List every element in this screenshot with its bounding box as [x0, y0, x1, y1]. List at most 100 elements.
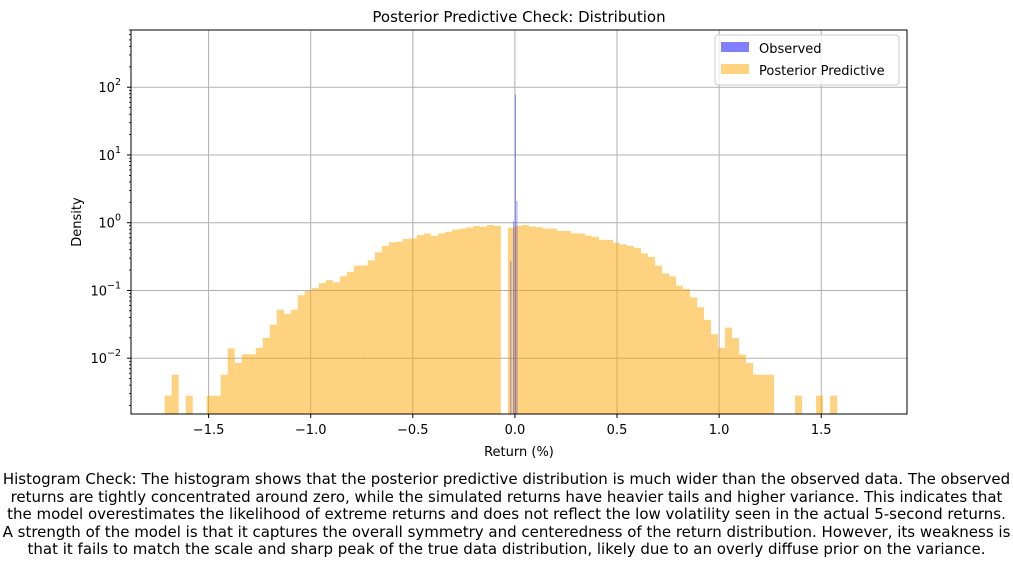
posterior-predictive-bar [556, 230, 564, 414]
posterior-predictive-bar [360, 265, 368, 414]
y-tick-label: 102 [98, 77, 121, 96]
posterior-predictive-bar [381, 245, 389, 414]
caption-text: Histogram Check: The histogram shows tha… [2, 470, 1011, 559]
x-axis: −1.5 −1.0 −0.5 0.0 0.5 1.0 1.5 [193, 414, 832, 438]
posterior-predictive-bar [704, 319, 712, 414]
posterior-predictive-bar [535, 227, 543, 414]
legend-box [714, 34, 900, 86]
posterior-predictive-bar [577, 233, 585, 414]
posterior-predictive-bar [290, 309, 298, 414]
posterior-predictive-bar [711, 334, 719, 414]
posterior-predictive-bar [395, 241, 403, 414]
posterior-predictive-bar [437, 233, 445, 414]
observed-bars [510, 94, 518, 414]
posterior-predictive-bar [676, 285, 684, 414]
posterior-predictive-bar [472, 225, 480, 414]
posterior-predictive-bar [332, 282, 340, 414]
y-tick-label: 10−1 [90, 280, 121, 299]
y-tick-label: 101 [98, 145, 121, 164]
legend: Observed Posterior Predictive [714, 34, 900, 86]
legend-label-observed: Observed [759, 42, 822, 57]
legend-swatch-observed [721, 42, 749, 52]
posterior-predictive-bar [297, 295, 305, 414]
posterior-predictive-bar [171, 374, 179, 414]
x-tick-label: −1.0 [295, 423, 327, 438]
posterior-predictive-bar [767, 374, 775, 414]
posterior-predictive-bar [164, 395, 172, 414]
histogram-figure: Posterior Predictive Check: Distribution… [70, 8, 908, 460]
posterior-predictive-bar [570, 233, 578, 414]
posterior-predictive-bar [563, 230, 571, 414]
posterior-predictive-bar [430, 235, 438, 414]
posterior-predictive-bar [697, 307, 705, 414]
posterior-predictive-bar [640, 253, 648, 414]
posterior-predictive-bar [746, 362, 754, 414]
y-tick-label: 10−2 [90, 348, 121, 367]
posterior-predictive-bar [444, 231, 452, 414]
x-tick-label: −0.5 [397, 423, 429, 438]
posterior-predictive-bar [374, 252, 382, 414]
posterior-predictive-bar [521, 225, 529, 414]
posterior-predictive-bar [626, 245, 634, 414]
posterior-predictive-bar [619, 244, 627, 414]
plot-frame [130, 29, 908, 415]
legend-swatch-posterior-predictive [721, 64, 749, 74]
x-axis-label: Return (%) [484, 445, 554, 460]
posterior-predictive-bar [458, 228, 466, 414]
x-tick-label: 0.5 [607, 423, 628, 438]
observed-bar [516, 200, 518, 414]
posterior-predictive-bar [655, 265, 663, 414]
posterior-predictive-bar [325, 280, 333, 414]
posterior-predictive-bar [795, 395, 803, 414]
posterior-predictive-bar [304, 291, 312, 414]
posterior-predictive-bar [234, 362, 242, 414]
posterior-predictive-bar [262, 337, 270, 414]
posterior-predictive-bar [549, 228, 557, 414]
posterior-predictive-bar [647, 256, 656, 414]
x-tick-label: 0.0 [505, 423, 526, 438]
posterior-predictive-bar [479, 226, 487, 414]
posterior-predictive-bar [669, 276, 677, 414]
x-tick-label: 1.5 [811, 423, 832, 438]
posterior-predictive-bars [164, 225, 838, 414]
posterior-predictive-bar [227, 348, 235, 414]
posterior-predictive-bar [206, 395, 214, 414]
posterior-predictive-bar [633, 247, 641, 414]
posterior-predictive-bar [311, 288, 319, 414]
posterior-predictive-bar [241, 354, 249, 414]
posterior-predictive-bar [493, 225, 501, 414]
posterior-predictive-bar [367, 260, 375, 414]
posterior-predictive-bar [451, 229, 459, 414]
posterior-predictive-bar [423, 233, 431, 414]
posterior-predictive-bar [528, 226, 536, 414]
posterior-predictive-bar [542, 228, 550, 414]
posterior-predictive-bar [591, 236, 599, 414]
legend-label-posterior-predictive: Posterior Predictive [759, 64, 885, 79]
posterior-predictive-bar [269, 324, 277, 414]
posterior-predictive-bar [353, 265, 361, 414]
observed-bar [513, 221, 515, 414]
posterior-predictive-bar [753, 374, 761, 414]
posterior-predictive-bar [584, 235, 592, 414]
posterior-predictive-bar [725, 327, 733, 414]
posterior-predictive-bar [283, 313, 291, 414]
posterior-predictive-bar [486, 225, 494, 414]
posterior-predictive-bar [465, 227, 473, 414]
posterior-predictive-bar [662, 273, 670, 414]
posterior-predictive-bar [185, 395, 193, 414]
posterior-predictive-bar [605, 239, 613, 414]
posterior-predictive-bar [220, 374, 228, 414]
posterior-predictive-bar [739, 354, 747, 414]
y-tick-label: 100 [98, 213, 121, 232]
posterior-predictive-bar [683, 289, 691, 414]
posterior-predictive-bar [255, 347, 263, 414]
posterior-predictive-bar [318, 283, 326, 414]
posterior-predictive-bar [339, 276, 347, 414]
x-tick-label: 1.0 [709, 423, 730, 438]
posterior-predictive-bar [416, 235, 424, 414]
posterior-predictive-bar [612, 242, 620, 414]
posterior-predictive-bar [213, 395, 221, 414]
observed-bar [510, 261, 512, 414]
posterior-predictive-bar [402, 238, 410, 414]
x-tick-label: −1.5 [193, 423, 225, 438]
